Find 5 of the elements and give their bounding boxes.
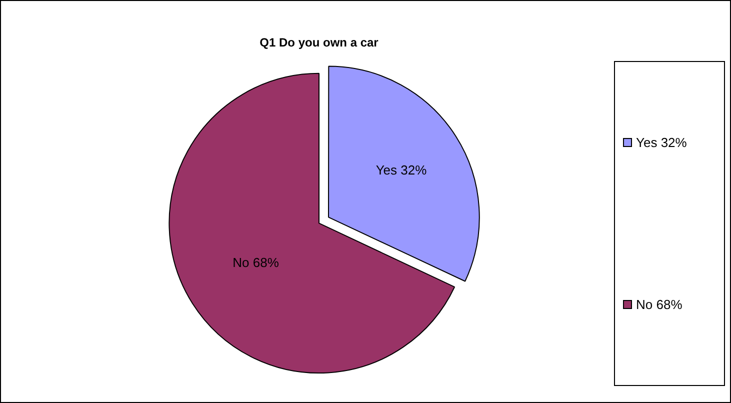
- data-label: No 68%: [232, 254, 280, 270]
- data-label: Yes 32%: [376, 162, 428, 178]
- legend-label: No 68%: [636, 296, 682, 312]
- legend-label: Yes 32%: [636, 135, 687, 150]
- chart-title: Q1 Do you own a car: [260, 36, 379, 50]
